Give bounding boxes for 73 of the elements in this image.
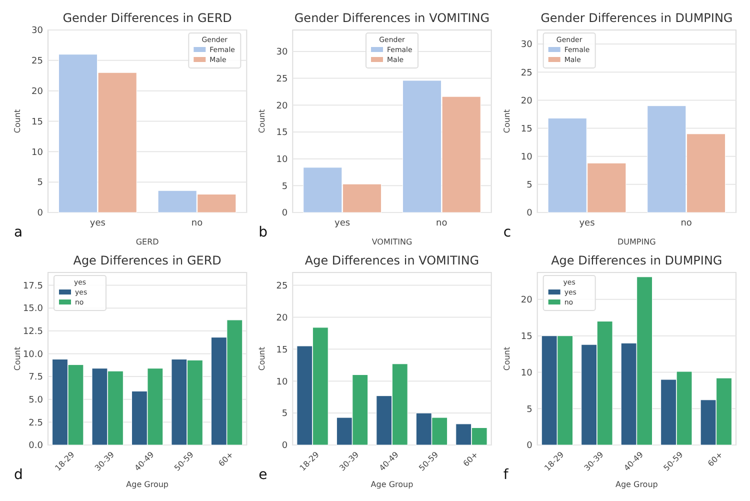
x-axis-title: DUMPING (618, 238, 656, 246)
y-tick-label: 5 (37, 178, 43, 188)
x-tick-label: 60+ (706, 450, 725, 468)
y-tick-label: 25 (276, 281, 288, 292)
x-tick-label: 60+ (216, 450, 236, 468)
chart-title: Age Differences in GERD (73, 254, 222, 268)
x-axis-title: Age Group (370, 480, 414, 489)
x-axis-title: GERD (136, 238, 159, 246)
y-tick-label: 0 (526, 441, 533, 452)
x-tick-label: no (191, 218, 204, 228)
y-tick-label: 17.5 (22, 281, 43, 292)
x-tick-label: yes (579, 218, 596, 228)
chart-title: Gender Differences in GERD (62, 11, 232, 25)
text: b (258, 224, 268, 240)
y-tick-label: 10 (276, 377, 288, 388)
y-tick-label: 5 (526, 404, 532, 415)
y-tick-label: 7.5 (28, 372, 43, 383)
y-tick-label: 20 (520, 296, 533, 306)
y-tick-label: 30 (520, 40, 533, 50)
y-axis-title: Count (258, 346, 267, 371)
y-axis-title: Count (258, 109, 267, 134)
x-axis-title: VOMITING (372, 238, 412, 246)
chart-title: Gender Differences in VOMITING (294, 11, 490, 25)
text: d (14, 467, 23, 483)
y-tick-label: 15 (276, 345, 288, 356)
y-tick-label: 0 (282, 208, 288, 219)
text: a (14, 224, 23, 240)
y-tick-label: 15 (520, 124, 532, 134)
y-tick-label: 15 (520, 332, 532, 342)
y-tick-label: 15 (276, 128, 288, 138)
y-tick-label: 5.0 (28, 396, 44, 406)
y-tick-label: 15 (32, 117, 43, 128)
y-tick-label: 0 (526, 208, 533, 219)
y-axis-title: Count (13, 109, 22, 134)
y-tick-label: 12.5 (22, 327, 43, 338)
x-tick-label: no (436, 218, 448, 228)
chart-title: Age Differences in VOMITING (304, 254, 480, 268)
y-tick-label: 15.0 (22, 304, 44, 314)
text: f (503, 467, 510, 483)
x-tick-label: yes (90, 218, 106, 228)
y-axis-title: Count (13, 346, 22, 371)
x-tick-label: yes (334, 218, 350, 228)
y-tick-label: 25 (520, 68, 532, 78)
y-axis-title: Count (502, 346, 512, 371)
y-tick-label: 30 (32, 26, 44, 36)
y-tick-label: 10.0 (22, 350, 44, 360)
x-tick-label: 60+ (462, 450, 480, 468)
y-tick-label: 5 (282, 182, 288, 192)
text: e (258, 467, 268, 483)
y-tick-label: 0 (282, 441, 288, 452)
x-axis-title: Age Group (615, 480, 658, 489)
text: c (503, 224, 512, 240)
y-tick-label: 0.0 (28, 441, 44, 452)
chart-title: Gender Differences in DUMPING (540, 11, 733, 25)
y-tick-label: 2.5 (28, 418, 43, 428)
y-tick-label: 30 (276, 48, 288, 58)
x-tick-label: no (680, 218, 692, 228)
y-tick-label: 20 (32, 86, 44, 97)
y-tick-label: 25 (276, 74, 288, 84)
y-tick-label: 25 (32, 56, 43, 67)
y-tick-label: 10 (276, 154, 288, 165)
y-tick-label: 0 (37, 208, 44, 219)
y-tick-label: 10 (32, 148, 44, 158)
y-axis-title: Count (502, 109, 512, 134)
y-tick-label: 10 (520, 368, 533, 378)
y-tick-label: 5 (282, 409, 288, 420)
y-tick-label: 20 (520, 96, 533, 106)
y-tick-label: 20 (276, 101, 288, 112)
x-axis-title: Age Group (126, 480, 169, 489)
y-tick-label: 10 (520, 152, 533, 162)
y-tick-label: 5 (526, 180, 532, 191)
y-tick-label: 20 (276, 313, 288, 324)
chart-title: Age Differences in DUMPING (551, 254, 722, 268)
